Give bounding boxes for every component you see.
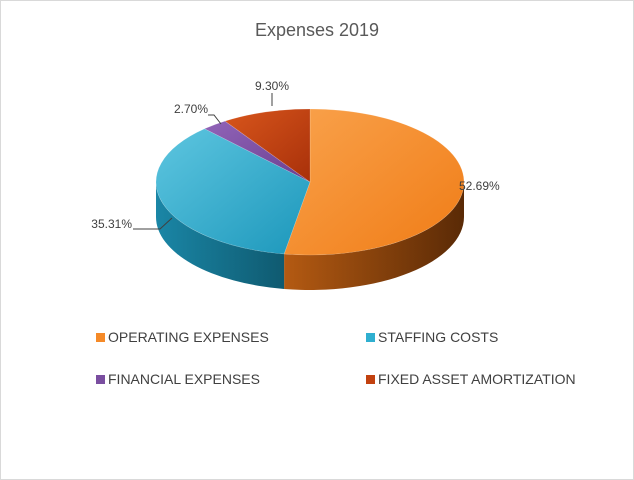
data-label-staffing-costs: 35.31% [91,217,132,231]
pie-slice-financial-expenses [203,120,311,183]
data-label-operating-expenses: 52.69% [459,179,500,193]
leader-line-financial-expenses [208,114,222,125]
pie-slice-staffing-costs [155,128,311,255]
data-label-fixed-asset-amortization: 9.30% [255,79,289,93]
pie-slice-fixed-asset-amortization [224,108,311,183]
pie-side-staffing-costs [156,182,285,289]
pie-side-operating-expenses [284,182,464,290]
data-label-financial-expenses: 2.70% [174,102,208,116]
leader-line-staffing-costs [133,217,173,230]
chart-title: Expenses 2019 [254,20,380,40]
pie-slice-operating-expenses [283,108,465,256]
